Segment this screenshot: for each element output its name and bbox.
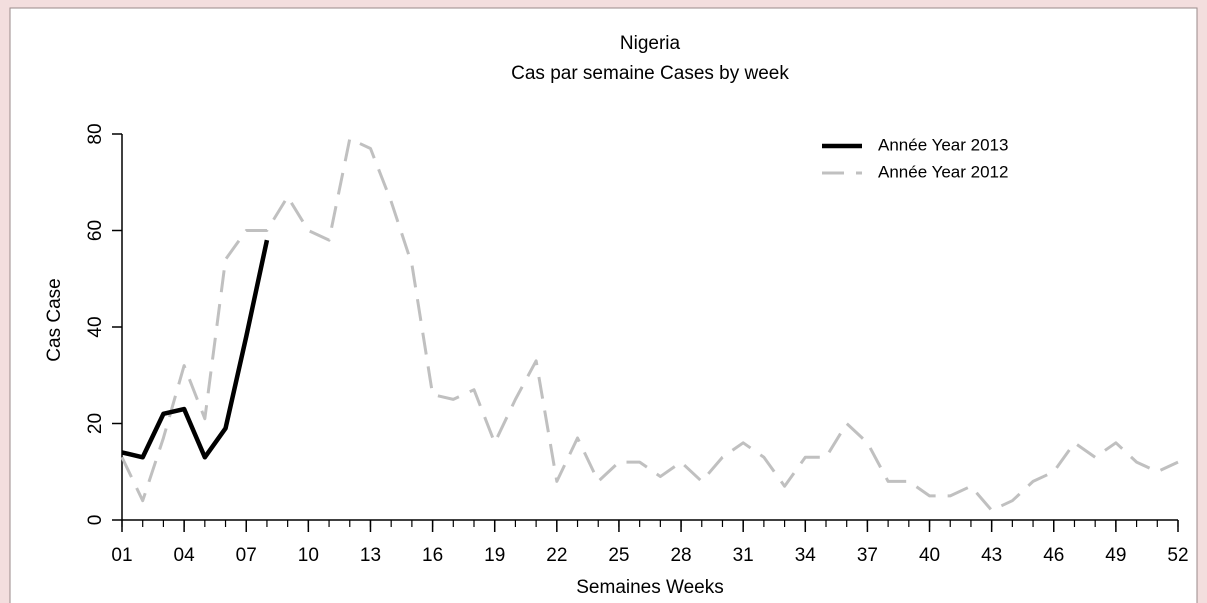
x-tick-label: 28 [670,545,691,566]
series-line [120,137,1179,512]
x-tick-label: 25 [608,545,629,566]
y-tick-label: 20 [85,413,106,434]
chart-subtitle: Cas par semaine Cases by week [511,63,789,84]
x-tick-label: 46 [1043,545,1064,566]
legend-label: Année Year 2013 [878,135,1008,154]
x-tick-label: 07 [236,545,257,566]
x-tick-label: 31 [733,545,754,566]
y-tick-label: 60 [85,220,106,241]
x-tick-label: 19 [484,545,505,566]
y-tick-label: 40 [85,316,106,337]
x-tick-label: 13 [360,545,381,566]
x-tick-label: 40 [919,545,940,566]
x-tick-label: 43 [981,545,1002,566]
x-axis-label: Semaines Weeks [576,577,724,598]
y-tick-label: 0 [85,515,106,526]
x-tick-label: 22 [546,545,567,566]
legend-label: Année Year 2012 [878,162,1008,181]
x-tick-label: 01 [111,545,132,566]
x-tick-label: 34 [795,545,817,566]
series-line [121,239,270,460]
x-tick-label: 04 [174,545,196,566]
x-tick-label: 52 [1167,545,1188,566]
y-tick-label: 80 [85,123,106,144]
y-axis-label: Cas Case [44,278,65,361]
x-tick-label: 49 [1105,545,1126,566]
x-tick-label: 10 [298,545,319,566]
chart-title: Nigeria [620,33,681,54]
panel [9,7,1198,603]
x-tick-label: 37 [857,545,878,566]
x-tick-label: 16 [422,545,443,566]
